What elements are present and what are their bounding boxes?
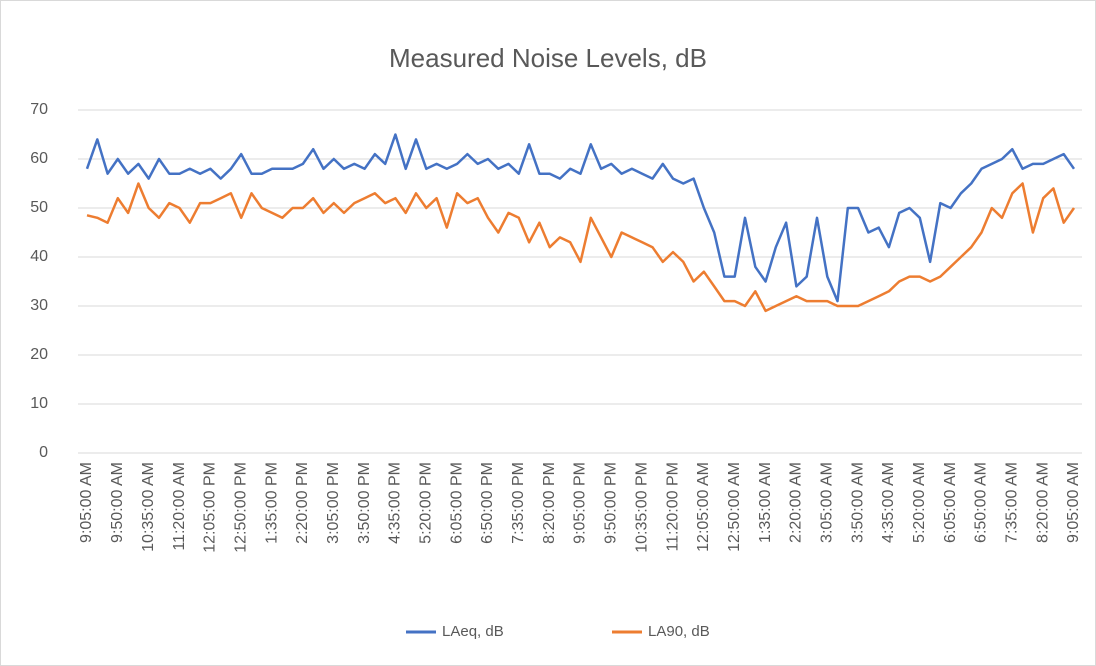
x-tick-label: 3:50:00 AM (849, 462, 866, 543)
y-tick-label: 30 (30, 297, 48, 314)
y-tick-label: 10 (30, 395, 48, 412)
x-tick-label: 10:35:00 AM (140, 462, 157, 552)
x-tick-label: 7:35:00 AM (1004, 462, 1021, 543)
x-tick-label: 6:50:00 AM (973, 462, 990, 543)
y-tick-label: 0 (39, 444, 48, 461)
x-tick-label: 10:35:00 PM (633, 462, 650, 553)
x-tick-label: 9:05:00 PM (572, 462, 589, 544)
x-tick-label: 3:05:00 PM (325, 462, 342, 544)
x-tick-label: 1:35:00 PM (263, 462, 280, 544)
x-tick-label: 9:05:00 AM (1065, 462, 1082, 543)
x-tick-label: 9:50:00 PM (603, 462, 620, 544)
x-tick-label: 5:20:00 AM (911, 462, 928, 543)
data-line (85, 133, 1076, 303)
x-tick-label: 11:20:00 PM (664, 462, 681, 552)
y-tick-label: 50 (30, 199, 48, 216)
x-tick-label: 8:20:00 AM (1034, 462, 1051, 543)
x-tick-label: 8:20:00 PM (541, 462, 558, 544)
x-tick-label: 9:50:00 AM (109, 462, 126, 543)
x-tick-label: 12:05:00 PM (202, 462, 219, 553)
x-tick-label: 4:35:00 PM (387, 462, 404, 544)
legend-label: LAeq, dB (442, 623, 504, 640)
x-tick-label: 12:05:00 AM (695, 462, 712, 552)
x-tick-label: 11:20:00 AM (171, 462, 188, 551)
x-tick-label: 2:20:00 AM (788, 462, 805, 543)
x-tick-label: 5:20:00 PM (418, 462, 435, 544)
x-tick-label: 12:50:00 AM (726, 462, 743, 552)
y-tick-label: 40 (30, 248, 48, 265)
x-tick-label: 12:50:00 PM (232, 462, 249, 553)
x-tick-label: 3:50:00 PM (356, 462, 373, 544)
data-line (86, 182, 1076, 313)
x-tick-label: 1:35:00 AM (757, 462, 774, 543)
legend-label: LA90, dB (648, 623, 710, 640)
x-tick-label: 6:50:00 PM (479, 462, 496, 544)
y-tick-label: 20 (30, 346, 48, 363)
chart-title: Measured Noise Levels, dB (389, 43, 707, 73)
x-tick-label: 6:05:00 PM (448, 462, 465, 544)
x-tick-label: 6:05:00 AM (942, 462, 959, 543)
x-tick-label: 9:05:00 AM (78, 462, 95, 543)
y-tick-label: 60 (30, 150, 48, 167)
x-tick-label: 2:20:00 PM (294, 462, 311, 544)
x-tick-label: 7:35:00 PM (510, 462, 527, 544)
x-tick-label: 4:35:00 AM (880, 462, 897, 543)
x-tick-label: 3:05:00 AM (818, 462, 835, 543)
y-tick-label: 70 (30, 101, 48, 118)
